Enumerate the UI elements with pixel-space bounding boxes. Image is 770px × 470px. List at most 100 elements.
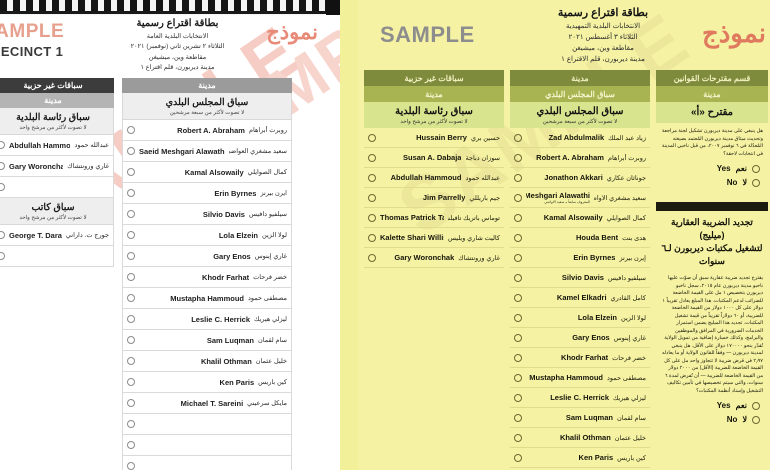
write-in-row[interactable] [122,456,292,470]
ballot-option-row[interactable]: Khalil Othman خليل عثمان [510,428,650,448]
vote-bubble-icon[interactable] [514,373,522,382]
ballot-option-row[interactable]: Mustapha Hammoud مصطفى حمود [122,288,292,309]
vote-bubble-icon[interactable] [514,453,522,462]
vote-bubble-icon[interactable] [127,378,135,386]
vote-bubble-icon[interactable] [127,147,135,155]
ballot-option-row[interactable]: Lola Elzein لولا الزين [122,225,292,246]
write-in-row[interactable] [122,414,292,435]
vote-bubble-icon[interactable] [127,336,135,344]
vote-bubble-icon[interactable] [127,189,135,197]
ballot-option-row[interactable]: Kamel Elkadri كامل القادري [510,288,650,308]
vote-bubble-icon[interactable] [127,210,135,218]
vote-bubble-icon[interactable] [368,253,376,262]
ballot-option-row[interactable]: Saeid Meshgari Alawathi سعيد مشغري العواض… [122,141,292,162]
vote-bubble-icon[interactable] [127,315,135,323]
vote-bubble-icon[interactable] [514,333,522,342]
ballot-option-row[interactable]: Thomas Patrick Tafelski توماس باتريك تافي… [364,208,504,228]
vote-bubble-icon[interactable] [514,133,522,142]
vote-bubble-icon[interactable] [752,178,760,187]
ballot-option-row[interactable]: Silvio Davis سيلفيو دافيس [122,204,292,225]
ballot-option-row[interactable]: Gary Enos غاري إينوس [122,246,292,267]
vote-bubble-icon[interactable] [368,153,376,162]
ballot-option-row[interactable]: Gary Woronchak غاري ورونتشاك [0,156,114,177]
vote-bubble-icon[interactable] [127,399,135,407]
ballot-option-row[interactable]: Gary Woronchak غاري ورونتشاك [364,248,504,268]
vote-bubble-icon[interactable] [127,441,135,449]
ballot-option-row[interactable]: Khodr Farhat خضر فرحات [510,348,650,368]
vote-bubble-icon[interactable] [127,126,135,134]
vote-bubble-icon[interactable] [368,193,376,202]
ballot-option-row[interactable]: Sam Luqman سام لقمان [510,408,650,428]
ballot-option-row[interactable]: Kamal Alsowaily كمال الصوايلي [510,208,650,228]
ballot-option-row[interactable]: Robert A. Abraham روبرت أبراهام [510,148,650,168]
vote-bubble-icon[interactable] [368,213,376,222]
vote-bubble-icon[interactable] [127,168,135,176]
vote-bubble-icon[interactable] [127,420,135,428]
ballot-option-row[interactable]: Khodr Farhat خضر فرحات [122,267,292,288]
ballot-option-row[interactable]: Leslie C. Herrick ليزلي هيريك [510,388,650,408]
vote-bubble-icon[interactable] [752,415,760,424]
ballot-option-row[interactable]: Leslie C. Herrick ليزلي هيريك [122,309,292,330]
vote-bubble-icon[interactable] [514,273,522,282]
ballot-option-row[interactable]: Abdullah Hammoud عبدالله حمود [364,168,504,188]
ballot-option-row[interactable]: Erin Byrnes إيرن بيرنز [510,248,650,268]
ballot-option-row[interactable]: George T. Darany جورج ت. داراني [0,225,114,246]
vote-bubble-icon[interactable] [127,231,135,239]
vote-bubble-icon[interactable] [514,413,522,422]
vote-bubble-icon[interactable] [0,162,5,170]
ballot-option-row[interactable]: Robert A. Abraham روبرت أبراهام [122,120,292,141]
vote-bubble-icon[interactable] [127,357,135,365]
vote-bubble-icon[interactable] [0,141,5,149]
ballot-option-row[interactable]: Jonathon Akkari جوناثان عكاري [510,168,650,188]
vote-bubble-icon[interactable] [514,233,522,242]
vote-bubble-icon[interactable] [368,173,376,182]
ballot-option-row[interactable]: Houda Bent هدى بنت [510,228,650,248]
vote-bubble-icon[interactable] [514,193,522,202]
vote-bubble-icon[interactable] [514,293,522,302]
proposal-b-yes-option[interactable]: نعم Yes [664,401,760,410]
ballot-option-row[interactable]: Hussain Berry حسين بري [364,128,504,148]
vote-bubble-icon[interactable] [514,393,522,402]
vote-bubble-icon[interactable] [0,252,5,260]
vote-bubble-icon[interactable] [514,173,522,182]
ballot-option-row[interactable]: Kamal Alsowaily كمال الصوايلي [122,162,292,183]
vote-bubble-icon[interactable] [752,164,760,173]
proposal-b-no-option[interactable]: لا No [664,415,760,424]
write-in-row[interactable] [0,246,114,267]
proposal-a-no-option[interactable]: لا No [664,178,760,187]
ballot-option-row[interactable]: Lola Elzein لولا الزين [510,308,650,328]
ballot-option-row[interactable]: Jim Parrelly جيم باريللي [364,188,504,208]
ballot-option-row[interactable]: Erin Byrnes ايرن بيرنز [122,183,292,204]
vote-bubble-icon[interactable] [514,153,522,162]
vote-bubble-icon[interactable] [0,231,5,239]
ballot-option-row[interactable]: Ken Paris كين باريس [510,448,650,468]
vote-bubble-icon[interactable] [514,433,522,442]
vote-bubble-icon[interactable] [368,133,376,142]
ballot-option-row[interactable]: Khalil Othman خليل عثمان [122,351,292,372]
ballot-option-row[interactable]: Susan A. Dabaja سوزان دباجة [364,148,504,168]
vote-bubble-icon[interactable] [514,353,522,362]
write-in-row[interactable] [0,177,114,198]
ballot-option-row[interactable]: Mustapha Hammoud مصطفى حمود [510,368,650,388]
vote-bubble-icon[interactable] [127,462,135,470]
proposal-a-yes-option[interactable]: نعم Yes [664,164,760,173]
vote-bubble-icon[interactable] [0,183,5,191]
vote-bubble-icon[interactable] [127,294,135,302]
vote-bubble-icon[interactable] [514,253,522,262]
vote-bubble-icon[interactable] [752,401,760,410]
ballot-option-row[interactable]: Gary Enos غاري إينوس [510,328,650,348]
ballot-option-row[interactable]: Ken Paris كين باريس [122,372,292,393]
ballot-option-row[interactable]: Sam Luqman سام لقمان [122,330,292,351]
vote-bubble-icon[interactable] [514,213,522,222]
ballot-option-row[interactable]: Silvio Davis سيلفيو دافيس [510,268,650,288]
vote-bubble-icon[interactable] [127,273,135,281]
ballot-option-row[interactable]: Abdullah Hammoud عبدالله حمود [0,135,114,156]
vote-bubble-icon[interactable] [368,233,376,242]
vote-bubble-icon[interactable] [127,252,135,260]
ballot-option-row[interactable]: Kalette Shari Willis كاليت شاري ويليس [364,228,504,248]
vote-bubble-icon[interactable] [514,313,522,322]
write-in-row[interactable] [122,435,292,456]
ballot-option-row[interactable]: Zad Abdulmalik زياد عبد الملك [510,128,650,148]
